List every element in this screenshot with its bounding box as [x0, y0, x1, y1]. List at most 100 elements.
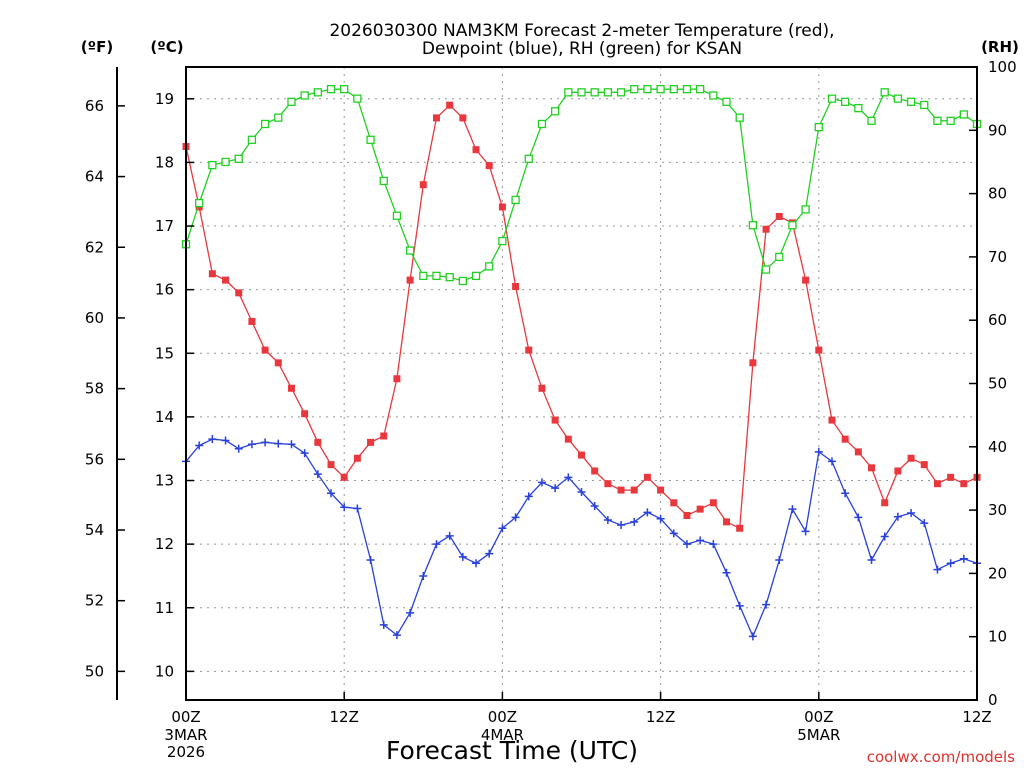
- rh-point: [748, 221, 758, 230]
- fahrenheit-tick-label: 52: [85, 592, 104, 610]
- temperature-point: [235, 289, 243, 297]
- dewpoint-point: [590, 501, 599, 510]
- rh-point: [511, 195, 520, 205]
- dewpoint-point: [313, 470, 322, 479]
- rh-point: [405, 246, 415, 255]
- rh-point: [709, 91, 718, 100]
- dewpoint-point: [485, 549, 494, 558]
- rh-point: [432, 271, 441, 281]
- dewpoint-point: [406, 608, 415, 617]
- rh-point: [761, 265, 771, 274]
- rh-point: [616, 88, 626, 97]
- temperature-point: [854, 448, 862, 456]
- rh-point: [722, 97, 731, 106]
- temperature-point: [340, 473, 348, 481]
- dewpoint-point: [748, 632, 757, 641]
- temperature-point: [564, 435, 572, 443]
- dewpoint-point: [274, 439, 283, 448]
- x-tick-label: 00Z: [804, 708, 833, 726]
- dewpoint-point: [682, 540, 691, 549]
- rh-point: [366, 135, 375, 144]
- x-tick-label: 12Z: [330, 708, 359, 726]
- x-date-label: 5MAR: [797, 726, 840, 744]
- rh-tick-label: 100: [988, 58, 1017, 76]
- dewpoint-point: [379, 620, 388, 629]
- temperature-point: [604, 480, 612, 488]
- rh-tick-label: 10: [988, 628, 1007, 646]
- rh-point: [630, 85, 639, 94]
- x-tick-label: 00Z: [171, 708, 200, 726]
- rh-point: [195, 198, 204, 208]
- dewpoint-point: [775, 556, 784, 565]
- temperature-point: [498, 203, 506, 211]
- rh-point: [696, 85, 705, 94]
- rh-tick-label: 20: [988, 564, 1007, 582]
- rh-point: [775, 252, 784, 262]
- rh-point: [485, 262, 494, 271]
- temperature-point: [841, 435, 849, 443]
- rh-point: [735, 113, 744, 122]
- dewpoint-point: [933, 565, 942, 574]
- dewpoint-point: [537, 478, 546, 487]
- rh-point: [827, 94, 837, 103]
- dewpoint-point: [392, 631, 401, 640]
- celsius-tick-label: 19: [155, 90, 174, 108]
- fahrenheit-tick-label: 64: [85, 168, 104, 186]
- x-date-label: 4MAR: [481, 726, 524, 744]
- dewpoint-point: [827, 457, 836, 466]
- x-tick-label: 12Z: [646, 708, 675, 726]
- rh-point: [564, 88, 573, 97]
- celsius-axis-unit: (ºC): [150, 38, 183, 56]
- dewpoint-point: [709, 540, 718, 549]
- fahrenheit-tick-label: 60: [85, 309, 104, 327]
- temperature-point: [894, 467, 902, 475]
- dewpoint-point: [247, 440, 256, 449]
- temperature-point: [248, 317, 256, 325]
- rh-point: [340, 85, 349, 94]
- dewpoint-point: [261, 438, 270, 447]
- temperature-point: [485, 162, 493, 170]
- rh-point: [920, 100, 929, 110]
- rh-point: [643, 85, 652, 94]
- celsius-tick-label: 13: [155, 472, 174, 490]
- temperature-point: [749, 359, 757, 367]
- celsius-tick-label: 12: [155, 535, 174, 553]
- rh-tick-label: 80: [988, 185, 1007, 203]
- x-tick-label: 00Z: [488, 708, 517, 726]
- dewpoint-point: [458, 552, 467, 561]
- rh-tick-label: 50: [988, 375, 1007, 393]
- rh-point: [392, 211, 402, 220]
- rh-tick-label: 0: [988, 691, 998, 709]
- dewpoint-point: [472, 559, 481, 568]
- fahrenheit-tick-label: 54: [85, 521, 104, 539]
- rh-point: [221, 157, 230, 167]
- temperature-point: [538, 384, 546, 392]
- temperature-point: [512, 282, 520, 290]
- rh-tick-label: 40: [988, 438, 1007, 456]
- temperature-point: [393, 375, 401, 383]
- dewpoint-point: [907, 508, 916, 517]
- celsius-tick-label: 10: [155, 662, 174, 680]
- dewpoint-point: [762, 600, 771, 609]
- rh-point: [841, 97, 850, 106]
- x-tick-label: 12Z: [962, 708, 991, 726]
- temperature-point: [657, 486, 665, 494]
- dewpoint-point: [327, 489, 336, 498]
- rh-point: [537, 119, 547, 129]
- temperature-point: [709, 499, 717, 507]
- dewpoint-point: [959, 554, 968, 563]
- temperature-point: [406, 276, 414, 284]
- fahrenheit-tick-label: 58: [85, 380, 104, 398]
- temperature-point: [802, 276, 810, 284]
- dewpoint-point: [432, 540, 441, 549]
- temperature-point: [881, 499, 889, 507]
- rh-point: [854, 103, 863, 113]
- temperature-point: [907, 454, 915, 462]
- temperature-point: [920, 461, 928, 469]
- dewpoint-point: [696, 536, 705, 545]
- temperature-point: [828, 416, 836, 424]
- rh-point: [313, 88, 322, 97]
- temperature-point: [696, 505, 704, 513]
- dewpoint-point: [801, 527, 810, 536]
